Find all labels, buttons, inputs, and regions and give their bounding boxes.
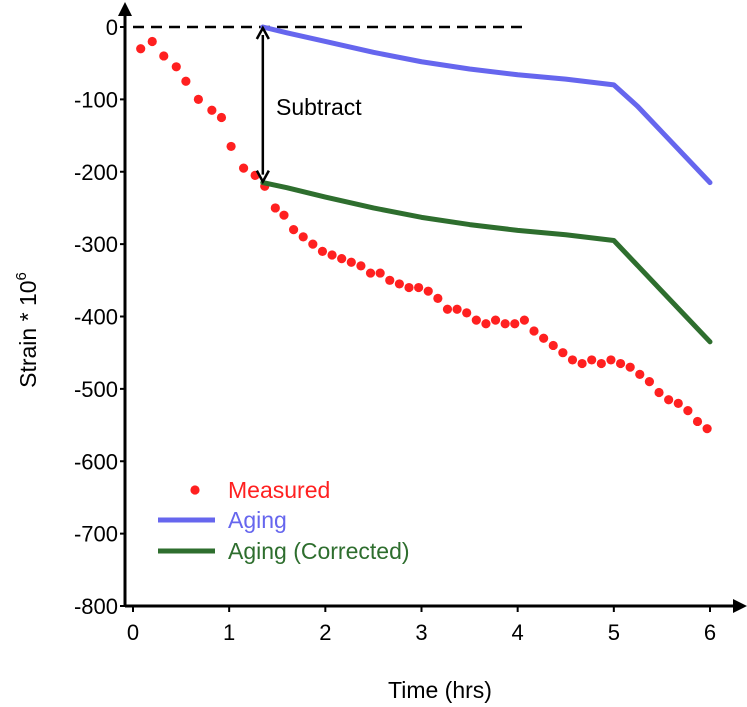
subtract-arrow-head-bottom: [255, 170, 270, 185]
measured-point: [404, 282, 414, 293]
x-tick-label: 1: [223, 620, 235, 645]
measured-point: [452, 304, 462, 314]
measured-point: [481, 319, 491, 329]
measured-point: [216, 112, 227, 123]
measured-point: [375, 268, 385, 278]
measured-point: [356, 261, 366, 271]
measured-point: [288, 225, 299, 235]
measured-point: [510, 319, 520, 329]
measured-point: [683, 405, 693, 416]
measured-point: [298, 232, 308, 242]
x-tick-label: 6: [704, 620, 716, 645]
measured-point: [664, 395, 674, 405]
y-axis-title-exponent: 6: [13, 272, 30, 280]
measured-point: [171, 62, 181, 72]
x-axis-arrow: [733, 599, 747, 613]
measured-point: [159, 51, 169, 61]
legend-label-aging: Aging: [228, 507, 287, 533]
measured-point: [654, 387, 664, 398]
legend: Measured Aging Aging (Corrected): [158, 477, 410, 564]
measured-point: [519, 315, 529, 325]
measured-point: [702, 424, 712, 434]
measured-point: [317, 246, 328, 256]
measured-point: [596, 358, 606, 369]
x-tick-label: 0: [127, 620, 139, 645]
y-tick-label: -700: [74, 522, 118, 547]
measured-point: [644, 377, 655, 387]
measured-point: [346, 257, 356, 267]
y-axis-arrow: [118, 2, 132, 16]
measured-point: [442, 304, 453, 314]
measured-point: [394, 279, 404, 289]
measured-point: [181, 76, 191, 86]
y-tick-label: -300: [74, 232, 118, 257]
measured-point: [308, 239, 318, 249]
measured-point: [577, 358, 587, 369]
y-tick-label: -500: [74, 377, 118, 402]
y-tick-label: -200: [74, 160, 118, 185]
legend-marker-measured: [190, 485, 200, 495]
measured-point: [414, 282, 424, 293]
measured-point: [147, 36, 157, 47]
svg-text:Strain * 106: Strain * 106: [13, 272, 41, 388]
y-tick-label: -100: [74, 87, 118, 112]
measured-point: [606, 355, 616, 365]
measured-point: [500, 319, 510, 329]
axes: 0 -100 -200 -300 -400 -500 -600 -700 -800 0 1 2 3 4 5 6: [74, 2, 747, 645]
measured-point: [471, 315, 481, 325]
measured-point: [539, 333, 549, 343]
y-tick-label: -600: [74, 449, 118, 474]
measured-point: [692, 416, 703, 427]
measured-point: [490, 315, 501, 325]
measured-point: [136, 44, 146, 54]
measured-point: [587, 355, 597, 365]
measured-point: [365, 268, 376, 278]
measured-point: [207, 105, 217, 115]
measured-point: [327, 250, 337, 260]
y-tick-label: 0: [106, 15, 118, 40]
measured-point: [193, 94, 203, 104]
y-tick-label: -800: [74, 594, 118, 619]
x-tick-label: 4: [512, 620, 524, 645]
x-tick-label: 5: [608, 620, 620, 645]
subtract-annotation-label: Subtract: [276, 94, 362, 120]
measured-point: [615, 358, 626, 369]
legend-label-aging-corrected: Aging (Corrected): [228, 538, 410, 564]
x-tick-label: 3: [415, 620, 427, 645]
measured-point: [673, 398, 683, 408]
measured-point: [529, 326, 539, 336]
x-axis-title: Time (hrs): [388, 677, 492, 703]
series-line-aging: [260, 24, 713, 186]
series-line-aging-corrected: [260, 180, 713, 345]
legend-label-measured: Measured: [228, 477, 330, 503]
measured-point: [385, 275, 395, 285]
measured-point: [279, 210, 289, 220]
measured-point: [337, 254, 347, 264]
measured-point: [635, 369, 645, 379]
measured-point: [548, 340, 558, 351]
measured-point: [558, 348, 568, 358]
measured-point: [226, 141, 236, 152]
x-tick-label: 2: [319, 620, 331, 645]
y-axis-title: Strain * 106: [13, 272, 41, 388]
plot-area: Subtract: [133, 24, 713, 434]
subtract-arrow-head-top: [255, 25, 270, 40]
y-axis-title-text: Strain * 10: [15, 280, 41, 387]
measured-point: [270, 203, 280, 213]
measured-point: [567, 355, 578, 365]
y-tick-label: -400: [74, 305, 118, 330]
measured-point: [238, 163, 249, 173]
measured-point: [462, 308, 472, 318]
measured-point: [625, 362, 635, 372]
measured-point: [433, 293, 443, 304]
measured-point: [423, 286, 433, 296]
